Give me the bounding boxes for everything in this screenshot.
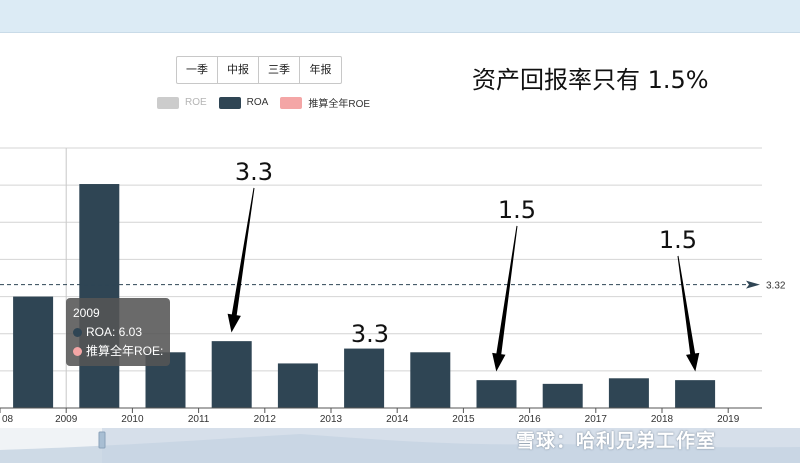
- legend-label-projected-roe: 推算全年ROE: [308, 99, 371, 110]
- tooltip-roe-row: 推算全年ROE:: [73, 342, 163, 361]
- tooltip-roa-value: ROA: 6.03: [86, 325, 143, 339]
- x-tick-label: 2014: [386, 414, 409, 425]
- legend-swatch-projected-roe: [280, 96, 303, 109]
- bar-roa: [211, 341, 252, 408]
- legend-swatch-roa: [218, 96, 241, 109]
- zoom-slider-handle: [98, 431, 106, 449]
- annotation-label: 1.5: [498, 196, 536, 224]
- period-button-group: 一季 中报 三季 年报: [176, 56, 342, 84]
- bar-roa: [277, 363, 318, 408]
- tooltip-roe-value: 推算全年ROE:: [86, 344, 164, 358]
- average-line-arrow: [746, 280, 760, 289]
- legend-swatch-roe: [157, 96, 179, 109]
- bar-roa: [476, 380, 517, 408]
- bar-roa: [608, 378, 649, 408]
- chart-tooltip: 2009 ROA: 6.03 推算全年ROE:: [66, 298, 170, 366]
- headline-annotation: 资产回报率只有 1.5%: [472, 66, 709, 94]
- bar-roa: [344, 348, 385, 408]
- period-button-q3[interactable]: 三季: [259, 57, 300, 83]
- period-button-q1[interactable]: 一季: [177, 57, 218, 83]
- legend-label-roa: ROA: [246, 97, 269, 108]
- x-tick-label: 2017: [585, 414, 608, 425]
- annotation-label: 3.3: [235, 158, 273, 186]
- x-tick-label: 2012: [254, 414, 277, 425]
- bar-roa: [675, 380, 716, 408]
- top-bar: [0, 0, 800, 33]
- period-button-half-year[interactable]: 中报: [218, 57, 259, 83]
- annotation-label: 3.3: [351, 320, 389, 348]
- x-tick-label: 2018: [651, 414, 674, 425]
- annotation-label: 1.5: [659, 226, 697, 254]
- chart-legend: ROE ROA 推算全年ROE: [157, 95, 382, 110]
- x-tick-label: 2015: [452, 414, 475, 425]
- bar-roa: [410, 352, 451, 408]
- bar-roa: [79, 184, 120, 408]
- tooltip-roe-dot: [73, 347, 82, 356]
- zoom-slider-preview: [0, 434, 800, 463]
- watermark-text: 雪球：哈利兄弟工作室: [516, 431, 717, 452]
- annotation-arrow: [227, 187, 255, 333]
- tooltip-year: 2009: [73, 306, 100, 320]
- average-line-label: 3.32: [766, 281, 786, 292]
- legend-label-roe: ROE: [185, 97, 207, 108]
- tooltip-roa-row: ROA: 6.03: [73, 323, 163, 342]
- annotation-arrow: [492, 225, 518, 372]
- x-tick-label: 2009: [55, 414, 78, 425]
- x-tick-label: 2016: [518, 414, 541, 425]
- tooltip-roa-dot: [73, 328, 82, 337]
- legend-item-projected-roe[interactable]: 推算全年ROE: [280, 95, 370, 110]
- x-tick-label: 2010: [121, 414, 144, 425]
- annotation-arrow: [677, 255, 700, 372]
- bar-roa: [542, 383, 583, 408]
- x-tick-label: 2013: [320, 414, 343, 425]
- legend-item-roe[interactable]: ROE: [157, 96, 207, 109]
- bar-roa: [13, 296, 54, 408]
- x-tick-label: 2011: [188, 414, 210, 425]
- x-tick-label: 2019: [717, 414, 740, 425]
- x-tick-label: 08: [2, 414, 14, 425]
- legend-item-roa[interactable]: ROA: [218, 96, 269, 109]
- period-button-annual[interactable]: 年报: [309, 64, 332, 76]
